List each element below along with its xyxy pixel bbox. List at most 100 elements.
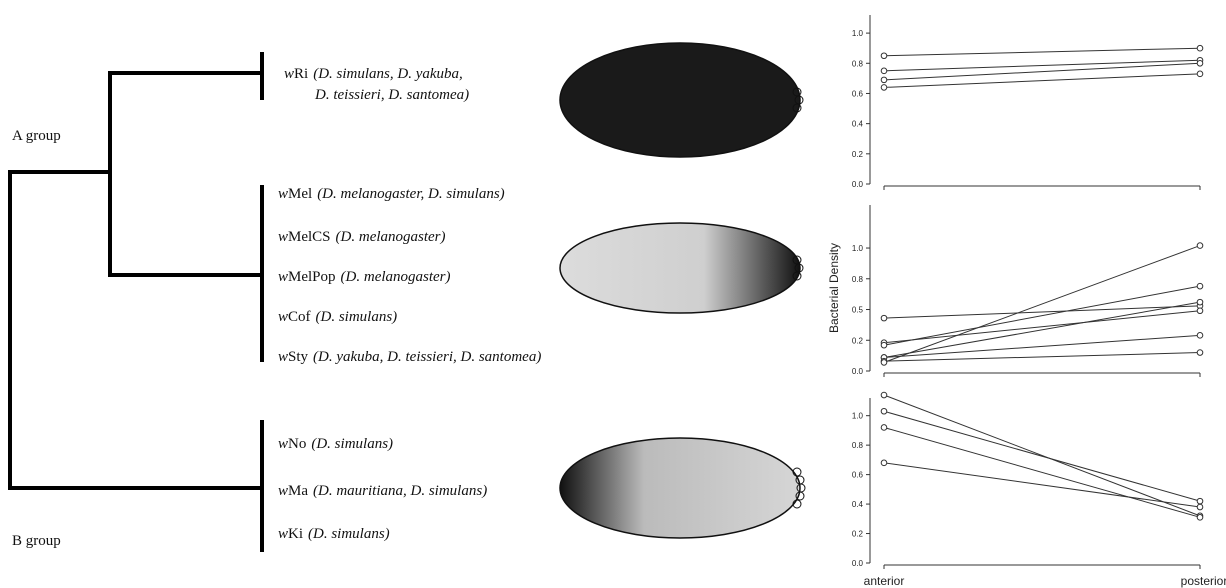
point [880,76,888,84]
strain-name: Cof [288,309,311,325]
y-tick-label: 0.2 [852,530,864,539]
series-line [883,59,1201,72]
point [880,391,888,399]
point [880,67,888,75]
strain-prefix: w [278,349,288,365]
strain-hosts: D. teissieri, D. santomea) [314,87,469,103]
strain-name: Ma [288,483,308,499]
series-line [883,285,1201,346]
strain-name: Mel [288,186,312,202]
strain-hosts: (D. simulans) [316,309,398,325]
y-tick-label: 0.0 [852,367,864,376]
series-line [883,245,1201,363]
tree: A group B group wRi (D. simulans, D. yaku… [8,52,541,552]
point [1196,298,1204,306]
strain-label: wCof (D. simulans) [278,309,397,325]
strain-list: wRi (D. simulans, D. yakuba, D. teissieri,… [278,66,541,542]
point [1196,70,1204,78]
point [1196,497,1204,505]
point [880,52,888,60]
point [880,84,888,91]
strain-hosts: (D. melanogaster, D. simulans) [317,186,505,202]
strain-hosts: (D. simulans, D. yakuba, [313,66,463,82]
strain-label: wKi (D. simulans) [278,526,390,542]
point [1196,242,1204,249]
point [1196,332,1204,339]
strain-hosts: (D. simulans) [311,436,393,452]
group-label: B group [12,533,61,549]
strain-label: wMelCS (D. melanogaster) [278,229,446,245]
series-line [883,352,1201,362]
series-line [883,62,1201,81]
point [880,407,888,415]
charts: 0.0 0.2 0.4 0.6 0.8 1.0 0.0 0.2 0.5 0.8 1.0 Bacteri… [827,15,1226,588]
series-line [883,73,1201,88]
y-tick-label: 0.0 [852,559,864,568]
strain-hosts: (D. melanogaster) [341,269,451,285]
x-tick-label: posterior [1181,574,1226,588]
point [880,359,888,366]
series-line [883,305,1201,319]
strain-prefix: w [278,309,288,325]
y-tick-label: 0.5 [852,306,864,315]
y-tick-label: 0.8 [852,59,864,68]
strain-prefix: w [278,483,288,499]
y-tick-label: 0.2 [852,336,864,345]
strain-name: MelCS [288,229,331,245]
y-tick-label: 0.8 [852,441,864,450]
series-line [883,394,1201,517]
strain-hosts: (D. simulans) [308,526,390,542]
group-label: A group [12,128,61,144]
point [1196,307,1204,315]
strain-name: MelPop [288,269,336,285]
strain-name: Ri [294,66,308,82]
point [1196,503,1204,511]
strain-label: wNo (D. simulans) [278,436,393,452]
point [880,424,888,431]
y-tick-label: 0.2 [852,150,864,159]
series-line [883,310,1201,344]
point [880,341,888,349]
strain-label: wRi (D. simulans, D. yakuba, D. teissieri,… [284,66,469,103]
strain-prefix: w [278,186,288,202]
strain-prefix: w [278,229,288,245]
embryos [559,42,806,539]
strain-prefix: w [278,269,288,285]
strain-hosts: (D. mauritiana, D. simulans) [313,483,487,499]
point [880,459,888,467]
series-line [883,334,1201,358]
series-line [883,462,1201,508]
y-tick-label: 0.6 [852,89,864,98]
series-line [883,47,1201,57]
strain-name: No [288,436,306,452]
branches [8,52,264,552]
y-tick-label: 0.4 [852,500,864,509]
y-tick-label: 1.0 [852,244,864,253]
y-tick-label: 0.8 [852,275,864,284]
point [1196,514,1204,521]
strain-hosts: (D. melanogaster) [336,229,446,245]
point [1196,349,1204,356]
strain-label: wMa (D. mauritiana, D. simulans) [278,483,487,499]
x-tick-label: anterior [864,574,905,588]
point [1196,282,1204,290]
strain-label: wMelPop (D. melanogaster) [278,269,451,285]
point [1196,44,1204,52]
series-line [883,410,1201,502]
strain-prefix: w [284,66,294,82]
strain-name: Sty [288,349,309,365]
y-tick-label: 1.0 [852,412,864,421]
point [1196,59,1204,67]
strain-prefix: w [278,526,288,542]
strain-prefix: w [278,436,288,452]
strain-name: Ki [288,526,303,542]
series-line [883,426,1201,518]
y-tick-label: 1.0 [852,29,864,38]
strain-hosts: (D. yakuba, D. teissieri, D. santomea) [313,349,541,365]
y-tick-label: 0.6 [852,471,864,480]
strain-label: wMel (D. melanogaster, D. simulans) [278,186,505,202]
point [880,314,888,322]
y-axis-label: Bacterial Density [827,243,841,333]
